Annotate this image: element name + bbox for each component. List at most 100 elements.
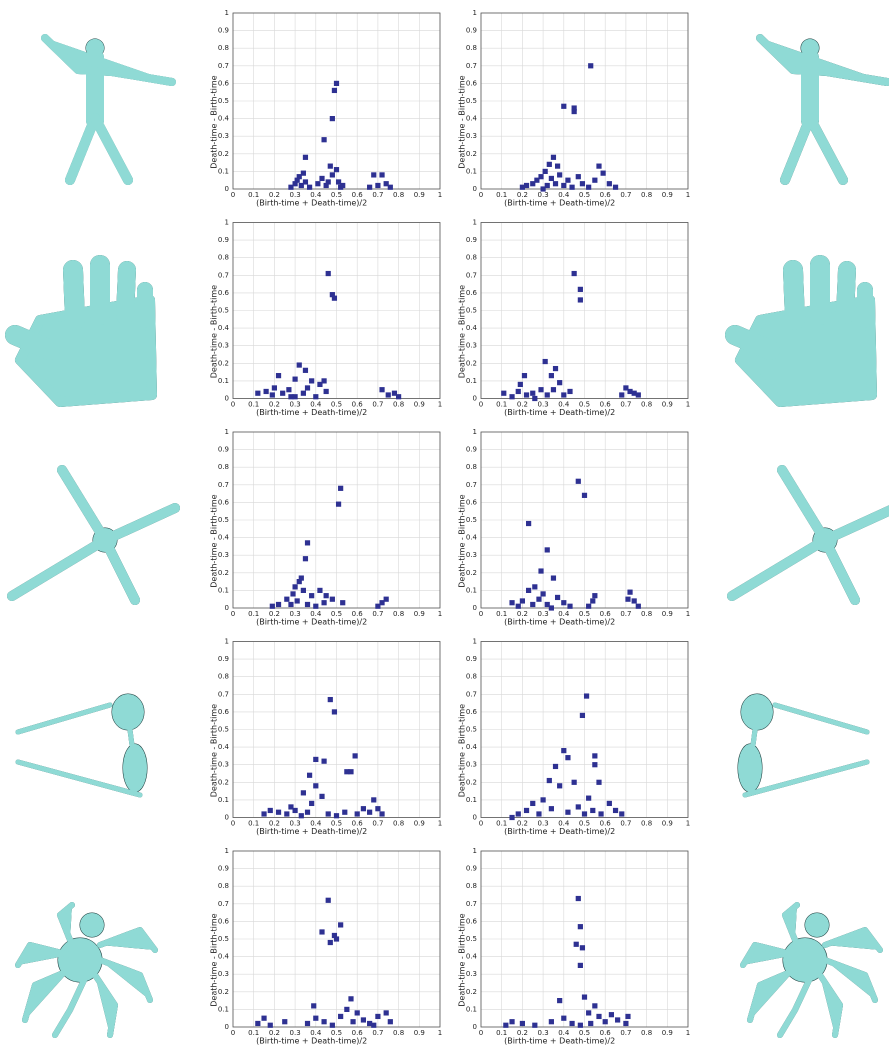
mesh-glasses-right <box>738 694 867 795</box>
y-tick-label: 0.5 <box>466 307 477 315</box>
point <box>636 604 641 609</box>
point <box>261 1016 266 1021</box>
point <box>607 801 612 806</box>
y-tick-label: 0.7 <box>466 690 477 698</box>
y-tick-label: 0.5 <box>218 726 229 734</box>
x-tick-label: 0 <box>231 191 235 199</box>
point <box>276 602 281 607</box>
point <box>524 392 529 397</box>
point <box>549 605 554 610</box>
point <box>601 171 606 176</box>
point <box>338 922 343 927</box>
point <box>284 811 289 816</box>
point <box>293 377 298 382</box>
y-tick-label: 0.4 <box>466 743 478 751</box>
point <box>303 368 308 373</box>
x-tick-label: 1 <box>438 820 442 828</box>
y-tick-label: 0 <box>473 604 477 612</box>
y-tick-label: 0.5 <box>218 516 229 524</box>
point <box>313 394 318 399</box>
mesh-part <box>45 38 172 180</box>
point <box>332 709 337 714</box>
mesh-part <box>18 694 147 795</box>
y-axis-label: Death-time - Birth-time <box>210 75 219 168</box>
x-tick-label: 0.7 <box>372 610 383 618</box>
point <box>561 183 566 188</box>
y-tick-label: 0.9 <box>466 865 477 873</box>
x-tick-label: 1 <box>438 610 442 618</box>
point <box>582 493 587 498</box>
y-tick-label: 0.9 <box>218 27 229 35</box>
point <box>578 297 583 302</box>
y-tick-label: 0.1 <box>218 1005 229 1013</box>
y-axis-label: Death-time - Birth-time <box>458 285 467 378</box>
y-tick-label: 0.1 <box>218 586 229 594</box>
y-tick-label: 0.4 <box>466 324 478 332</box>
y-tick-label: 0.5 <box>218 97 229 105</box>
x-tick-label: 0.8 <box>393 820 404 828</box>
point <box>551 575 556 580</box>
point <box>321 759 326 764</box>
y-tick-label: 0.3 <box>466 342 477 350</box>
point <box>326 811 331 816</box>
point <box>344 1007 349 1012</box>
y-axis-label: Death-time - Birth-time <box>458 704 467 797</box>
x-tick-label: 1 <box>686 610 690 618</box>
point <box>371 797 376 802</box>
y-tick-label: 0 <box>473 395 477 403</box>
y-axis-label: Death-time - Birth-time <box>458 75 467 168</box>
point <box>379 387 384 392</box>
y-tick-label: 0.4 <box>466 534 478 542</box>
point <box>334 167 339 172</box>
mesh-part <box>15 265 152 402</box>
y-axis-label: Death-time - Birth-time <box>458 913 467 1006</box>
point <box>317 588 322 593</box>
point <box>547 778 552 783</box>
x-tick-label: 0 <box>231 1029 235 1037</box>
point <box>328 164 333 169</box>
point <box>578 924 583 929</box>
x-tick-label: 1 <box>438 401 442 409</box>
y-tick-label: 0.4 <box>466 115 478 123</box>
x-tick-label: 0.7 <box>372 191 383 199</box>
point <box>522 373 527 378</box>
point <box>603 1019 608 1024</box>
point <box>375 183 380 188</box>
point <box>371 1023 376 1028</box>
x-tick-label: 0.8 <box>641 1029 652 1037</box>
y-tick-label: 0.6 <box>466 917 478 925</box>
x-tick-label: 0 <box>479 401 483 409</box>
point <box>321 600 326 605</box>
point <box>532 584 537 589</box>
y-tick-label: 0.3 <box>218 761 229 769</box>
point <box>315 181 320 186</box>
point <box>367 185 372 190</box>
y-tick-label: 0.9 <box>466 236 477 244</box>
mesh-star-right <box>732 470 889 600</box>
y-tick-label: 0.1 <box>466 1005 477 1013</box>
point <box>321 378 326 383</box>
y-tick-label: 0.8 <box>466 44 477 52</box>
point <box>613 185 618 190</box>
point <box>580 945 585 950</box>
y-tick-label: 0.2 <box>218 778 229 786</box>
x-axis-label: (Birth-time + Death-time)/2 <box>504 827 615 836</box>
y-tick-label: 0.4 <box>218 953 230 961</box>
point <box>557 380 562 385</box>
point <box>336 502 341 507</box>
point <box>555 164 560 169</box>
x-axis-label: (Birth-time + Death-time)/2 <box>504 1037 615 1046</box>
point <box>530 181 535 186</box>
y-tick-label: 0.6 <box>218 498 230 506</box>
point <box>319 176 324 181</box>
point <box>516 389 521 394</box>
point <box>276 810 281 815</box>
point <box>295 598 300 603</box>
point <box>303 556 308 561</box>
point <box>313 604 318 609</box>
point <box>311 1003 316 1008</box>
point <box>543 169 548 174</box>
x-tick-label: 0.7 <box>620 820 631 828</box>
x-tick-label: 1 <box>686 820 690 828</box>
point <box>615 1017 620 1022</box>
